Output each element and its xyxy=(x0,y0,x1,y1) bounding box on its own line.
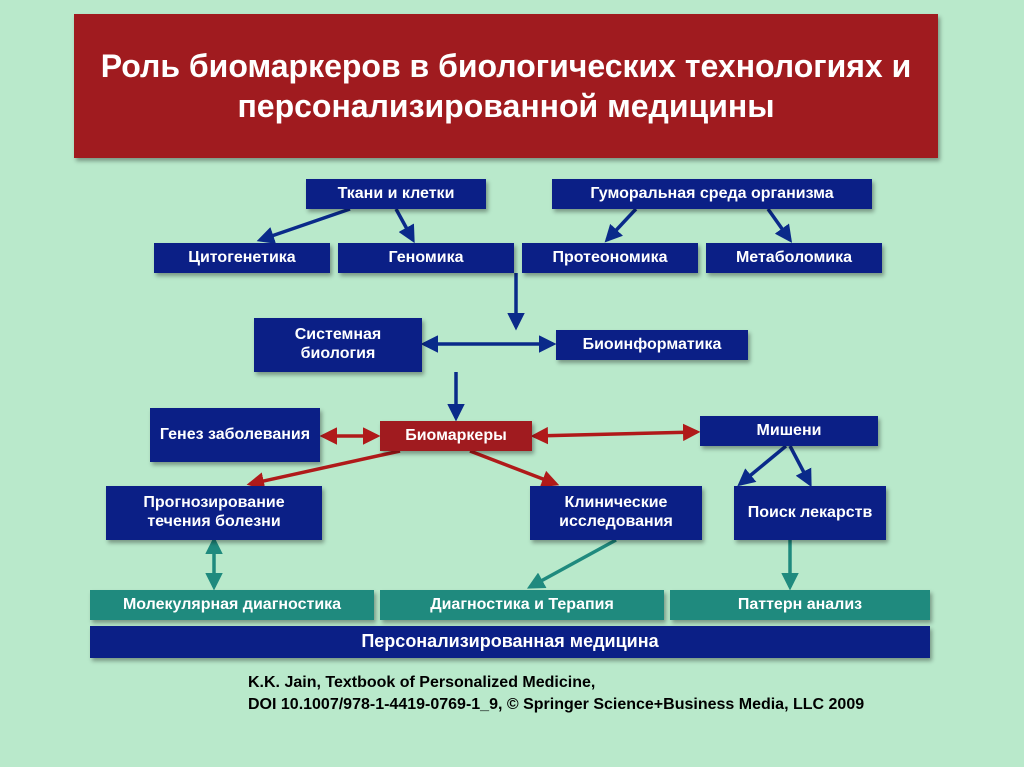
node-pattern: Паттерн анализ xyxy=(670,590,930,620)
node-clinical: Клинические исследования xyxy=(530,486,702,540)
node-cytogenetics: Цитогенетика xyxy=(154,243,330,273)
diagram-canvas: Роль биомаркеров в биологических техноло… xyxy=(0,0,1024,767)
node-drugsearch: Поиск лекарств xyxy=(734,486,886,540)
node-genomics: Геномика xyxy=(338,243,514,273)
node-sysbio: Системная биология xyxy=(254,318,422,372)
node-persmed: Персонализированная медицина xyxy=(90,626,930,658)
node-humoral: Гуморальная среда организма xyxy=(552,179,872,209)
node-diagther: Диагностика и Терапия xyxy=(380,590,664,620)
node-tissues: Ткани и клетки xyxy=(306,179,486,209)
node-moldiag: Молекулярная диагностика xyxy=(90,590,374,620)
citation-text: K.K. Jain, Textbook of Personalized Medi… xyxy=(248,672,968,717)
node-biomarkers: Биомаркеры xyxy=(380,421,532,451)
slide-title: Роль биомаркеров в биологических техноло… xyxy=(74,14,938,158)
node-metabolomics: Метаболомика xyxy=(706,243,882,273)
node-prognosis: Прогнозирование течения болезни xyxy=(106,486,322,540)
node-proteomics: Протеономика xyxy=(522,243,698,273)
node-bioinfo: Биоинформатика xyxy=(556,330,748,360)
node-targets: Мишени xyxy=(700,416,878,446)
node-genesis: Генез заболевания xyxy=(150,408,320,462)
